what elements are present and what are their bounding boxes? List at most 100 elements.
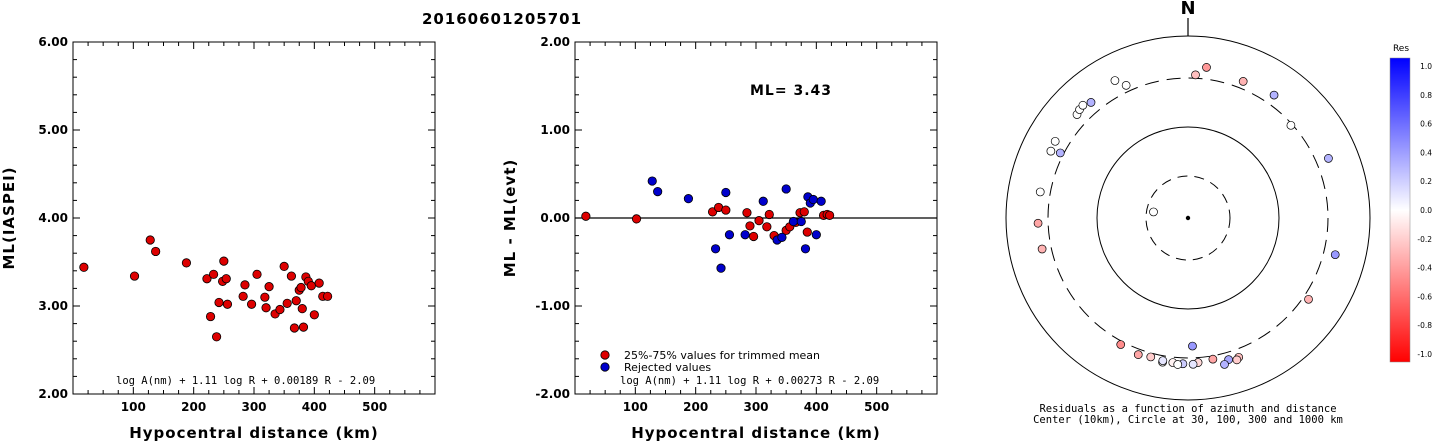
chart2-x-axis-label: Hypocentral distance (km): [631, 424, 881, 441]
chart1-point: [264, 282, 274, 292]
chart2-point-trimmed: [762, 222, 772, 232]
chart2-point-trimmed: [745, 221, 755, 231]
polar-point: [1188, 359, 1198, 369]
chart2-y-tick-label: 2.00: [540, 35, 570, 49]
chart2-minor-ticks: [575, 42, 937, 394]
chart1-x-tick-label: 500: [362, 400, 387, 414]
chart1-point: [297, 304, 307, 314]
chart1-frame: [72, 41, 436, 395]
residual-colorbar: Res 1.0 0.8 0.6 0.4 0.2 0.0 -0.2 -0.4 -0.6 -0.8 -1…: [1389, 44, 1432, 363]
chart2-point-rejected: [683, 194, 694, 204]
polar-point: [1173, 360, 1183, 369]
ml-residual-chart: 100 200 300 400 500 -2.00 -1.00 0.00 1.00 2.00 H…: [501, 35, 938, 441]
chart1-point: [181, 258, 192, 268]
chart2-x-tick-label: 500: [864, 400, 889, 414]
colorbar-label: 0.8: [1420, 91, 1432, 100]
chart2-y-tick-label: -1.00: [535, 299, 570, 313]
chart2-point-trimmed: [748, 231, 759, 242]
polar-point: [1146, 352, 1156, 362]
chart2-ml-annotation: ML= 3.43: [750, 83, 832, 99]
chart2-formula: log A(nm) + 1.11 log R + 0.00273 R - 2.0…: [620, 375, 879, 387]
chart1-x-tick-label: 400: [302, 400, 327, 414]
chart1-point: [202, 274, 212, 284]
chart1-point: [289, 323, 300, 333]
polar-point: [1050, 136, 1060, 146]
chart1-point: [252, 269, 262, 279]
polar-point: [1158, 356, 1168, 366]
polar-point: [1232, 355, 1242, 365]
polar-point: [1188, 341, 1197, 351]
chart2-point-trimmed: [631, 214, 642, 224]
colorbar-label: -1.0: [1417, 350, 1432, 359]
polar-point: [1269, 90, 1279, 100]
chart2-point-rejected: [788, 216, 799, 227]
legend-marker-trimmed: [600, 350, 610, 360]
chart1-point: [221, 274, 231, 284]
polar-point: [1220, 360, 1229, 369]
chart1-point: [275, 304, 285, 315]
chart1-point: [214, 297, 224, 308]
chart2-point-trimmed: [742, 208, 752, 218]
chart1-y-tick-label: 4.00: [38, 211, 68, 225]
ring-30km: [1145, 175, 1231, 261]
colorbar-label: 0.6: [1420, 120, 1432, 129]
chart1-point: [291, 296, 301, 306]
polar-point: [1191, 70, 1200, 80]
chart1-y-tick-label: 5.00: [38, 123, 68, 137]
polar-caption-line1: Residuals as a function of azimuth and d…: [1039, 403, 1336, 415]
chart1-y-tick-label: 6.00: [38, 35, 68, 49]
chart1-point: [282, 298, 292, 308]
ring-1000km: [1005, 35, 1371, 401]
chart2-point-rejected: [816, 196, 826, 206]
polar-point: [1133, 350, 1143, 359]
chart1-point: [79, 262, 89, 272]
chart1-point: [246, 299, 257, 309]
ring-300km: [1047, 77, 1329, 359]
chart2-x-tick-label: 400: [804, 400, 829, 414]
chart1-x-tick-label: 100: [121, 400, 146, 414]
azimuth-residual-plot: N Residuals as a function of azimuth and…: [1005, 0, 1371, 426]
chart1-y-tick-label: 2.00: [38, 387, 68, 401]
chart1-point: [211, 332, 222, 342]
chart1-point: [205, 311, 216, 322]
chart2-point-trimmed: [754, 216, 764, 226]
chart1-point: [296, 282, 306, 293]
chart2-point-trimmed: [581, 211, 591, 221]
polar-point: [1330, 250, 1340, 260]
polar-point: [1033, 218, 1043, 228]
chart2-x-ticks: 100 200 300 400 500: [623, 42, 889, 414]
chart1-x-tick-label: 200: [181, 400, 206, 414]
polar-point: [1035, 187, 1045, 197]
polar-point: [1202, 63, 1211, 72]
chart1-point: [129, 271, 140, 281]
chart2-point-rejected: [777, 232, 787, 242]
chart2-point-trimmed: [721, 205, 731, 215]
chart1-point: [208, 269, 219, 279]
north-label: N: [1180, 0, 1195, 19]
chart2-point-trimmed: [799, 207, 809, 217]
figure-title: 20160601205701: [422, 10, 582, 28]
chart2-y-axis-label: ML - ML(evt): [501, 159, 519, 277]
chart1-y-ticks: 2.00 3.00 4.00 5.00 6.00: [38, 35, 435, 401]
chart2-x-tick-label: 300: [743, 400, 768, 414]
chart1-formula: log A(nm) + 1.11 log R + 0.00189 R - 2.0…: [116, 375, 375, 387]
chart2-point-rejected: [781, 184, 791, 194]
chart1-minor-ticks: [73, 42, 435, 394]
chart2-point-rejected: [724, 230, 735, 240]
polar-point: [1110, 76, 1120, 85]
legend-marker-rejected: [600, 362, 610, 372]
chart2-point-trimmed: [825, 210, 835, 220]
colorbar-label: -0.6: [1417, 292, 1432, 301]
chart2-x-tick-label: 200: [683, 400, 708, 414]
chart2-point-rejected: [653, 187, 663, 197]
chart1-point: [306, 281, 316, 291]
epicenter-dot: [1185, 215, 1191, 221]
polar-point: [1286, 120, 1296, 130]
chart2-point-rejected: [647, 176, 657, 186]
chart2-y-ticks: -2.00 -1.00 0.00 1.00 2.00: [535, 35, 937, 401]
chart2-point-rejected: [800, 244, 811, 254]
colorbar-label: 1.0: [1420, 62, 1432, 71]
polar-caption-line2: Center (10km), Circle at 30, 100, 300 an…: [1033, 414, 1343, 426]
polar-point: [1304, 294, 1313, 304]
